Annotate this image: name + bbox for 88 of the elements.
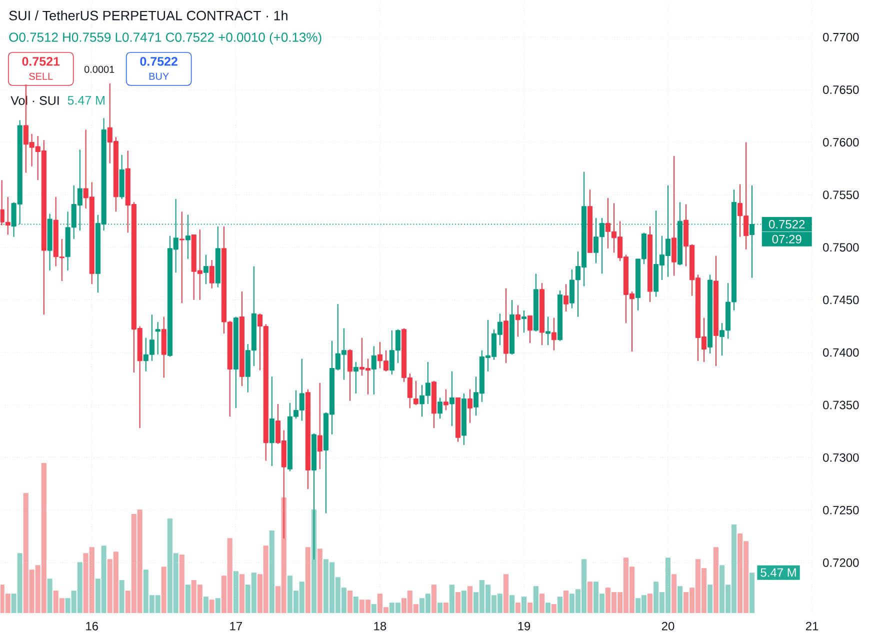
y-tick-label: 0.7400 (823, 348, 859, 357)
candlestick (203, 254, 208, 285)
bar (305, 547, 310, 614)
bar (677, 586, 682, 614)
bar (119, 580, 124, 614)
candlestick (437, 397, 443, 420)
y-tick-label: 0.7300 (823, 453, 859, 462)
x-tick-label: 19 (518, 622, 530, 630)
bar (557, 596, 562, 614)
annotation: 07:29 (772, 234, 802, 244)
bar (203, 596, 208, 614)
bar (551, 604, 556, 614)
bar (749, 572, 754, 614)
candlestick (155, 321, 160, 356)
annotation: 0.7521 (22, 56, 60, 66)
bar (179, 554, 184, 614)
bar (467, 586, 472, 614)
bar (515, 602, 520, 614)
x-tick-label: 21 (806, 622, 818, 630)
bar (443, 602, 448, 614)
y-tick-label: 0.7450 (823, 296, 859, 304)
bar (353, 596, 358, 614)
bar (539, 594, 544, 614)
candlestick (546, 316, 551, 346)
candlestick (521, 310, 527, 333)
bar (672, 574, 677, 614)
bar (546, 602, 551, 614)
bar (47, 578, 52, 614)
candlestick (353, 361, 358, 394)
y-tick-label: 0.7600 (823, 138, 859, 146)
bar (209, 600, 214, 614)
x-tick-label: 20 (662, 622, 674, 630)
text: O0.7512 H0.7559 L0.7471 C0.7522 +0.0010 (+0.13%) (9, 32, 322, 44)
candlestick (179, 211, 184, 304)
y-tick-label: 0.7500 (823, 243, 859, 252)
bar (708, 584, 713, 614)
ref-line-label: 0.7522 (768, 220, 805, 228)
bar (587, 582, 592, 614)
bar (533, 586, 538, 614)
y-tick-label: 0.7650 (823, 85, 859, 94)
bar (161, 566, 166, 614)
y-tick-label: 0.7250 (823, 506, 859, 514)
candlestick (317, 382, 322, 470)
annotation: 5.47 M (760, 568, 796, 577)
annotation: 0.0001 (84, 66, 114, 73)
bar (528, 602, 533, 614)
candlestick (209, 259, 214, 289)
candlestick (551, 317, 556, 351)
bar (461, 590, 466, 614)
candlestick (527, 315, 533, 344)
bar (564, 590, 569, 614)
bar (510, 595, 515, 614)
bar (431, 584, 436, 614)
bar (455, 592, 461, 614)
annotation: BUY (149, 72, 169, 80)
candlestick (467, 388, 472, 424)
bar (233, 571, 238, 614)
annotation: 0.7522 (140, 56, 178, 66)
annotation: 5.47 M (68, 96, 104, 105)
bar (647, 594, 653, 614)
x-tick-label: 17 (230, 622, 242, 630)
y-tick-label: 0.7200 (823, 558, 859, 567)
text: SUI / TetherUS PERPETUAL CONTRACT · 1h (9, 10, 288, 20)
bar (317, 548, 322, 614)
bar (347, 590, 352, 614)
x-tick-label: 18 (374, 622, 386, 630)
bar (371, 604, 376, 614)
bar (521, 596, 526, 614)
candlestick (449, 370, 454, 426)
bar (269, 530, 274, 614)
x-tick-label: 16 (86, 622, 98, 630)
candlestick (564, 284, 569, 312)
bar (185, 584, 190, 614)
bar (437, 602, 443, 614)
bar (503, 574, 508, 614)
candlestick (371, 346, 376, 395)
candlestick (515, 304, 520, 338)
y-tick-label: 0.7350 (823, 400, 859, 410)
y-tick-label: 0.7700 (823, 32, 859, 42)
bar (215, 598, 220, 614)
candlestick (413, 380, 418, 406)
candlestick (347, 348, 353, 402)
bar (713, 547, 718, 614)
bar (449, 584, 454, 614)
y-tick-label: 0.7550 (823, 190, 859, 200)
annotation: SELL (29, 72, 53, 80)
bar (239, 574, 244, 614)
candlestick (443, 388, 448, 411)
